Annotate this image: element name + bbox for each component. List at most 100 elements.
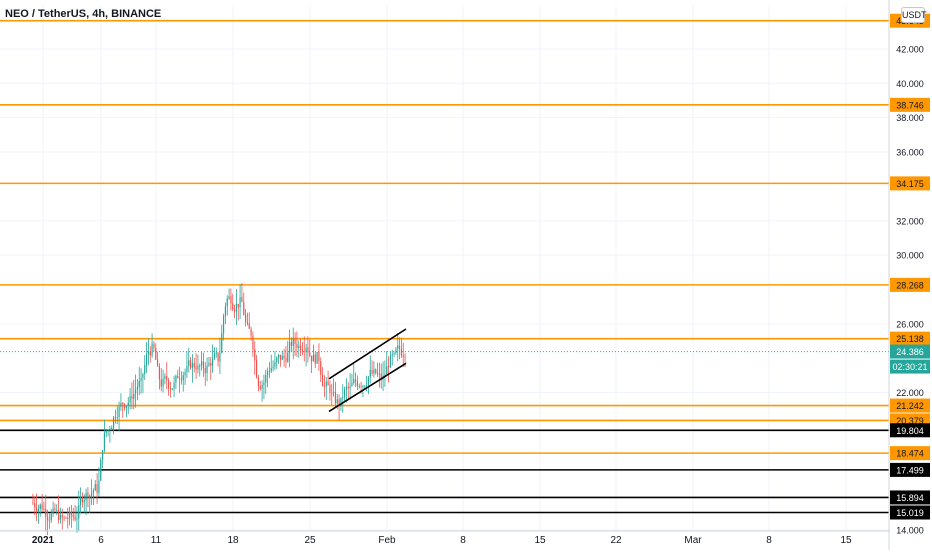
candle-29-1: [353, 363, 355, 385]
candle-20-3: [257, 374, 260, 392]
candle-16-0: [208, 356, 210, 367]
horizontal-levels: 43.64338.74634.17528.26825.13821.24220.3…: [0, 13, 930, 520]
candle-20-4: [259, 381, 261, 391]
candle-14-1: [188, 347, 190, 373]
candle-20-1: [254, 340, 256, 375]
candle-33-3: [400, 337, 403, 358]
level-label-bg-10: [890, 490, 930, 505]
level-label-6: 20.379: [896, 416, 924, 426]
candle-27-2: [332, 378, 335, 397]
candle-21-5: [272, 360, 274, 372]
candle-26-1: [320, 357, 322, 383]
candle-26-5: [327, 370, 329, 386]
level-label-7: 19.804: [896, 426, 924, 436]
candle-6-2: [101, 449, 104, 469]
candle-2-5: [63, 515, 65, 522]
candle-24-3: [301, 342, 304, 356]
candle-19-1: [243, 292, 245, 316]
candle-24-2: [299, 338, 302, 357]
candle-3-5: [74, 505, 76, 522]
candle-10-5: [151, 333, 153, 358]
currency-unit-button[interactable]: USDT: [901, 7, 927, 23]
x-tick-label-9: Mar: [684, 535, 702, 546]
candle-22-2: [277, 353, 280, 365]
candle-32-1: [386, 351, 388, 375]
x-tick-label-1: 6: [98, 535, 104, 546]
candle-12-5: [173, 375, 175, 397]
candle-6-1: [100, 457, 102, 482]
candle-31-3: [378, 362, 381, 388]
candle-29-2: [354, 372, 357, 387]
candle-23-0: [285, 346, 287, 369]
candle-16-2: [211, 344, 214, 373]
candle-31-0: [373, 361, 375, 378]
channel-line-0: [328, 328, 407, 380]
candle-11-0: [153, 340, 155, 352]
candle-25-0: [307, 336, 309, 363]
candle-19-2: [244, 308, 247, 327]
candle-14-5: [195, 353, 197, 379]
channel-line-1: [328, 362, 407, 413]
candle-31-4: [380, 363, 382, 389]
candle-1-0: [43, 501, 45, 513]
candle-6-4: [105, 430, 107, 438]
candle-23-3: [290, 337, 293, 352]
candle-24-5: [305, 343, 307, 367]
level-label-3: 28.268: [896, 280, 924, 290]
candle-15-4: [204, 362, 206, 386]
candle-17-1: [221, 324, 223, 354]
candle-7-5: [118, 401, 120, 432]
candle-28-4: [347, 382, 349, 401]
candle-26-0: [318, 343, 320, 371]
candle-23-2: [288, 329, 291, 368]
x-tick-label-5: Feb: [378, 535, 396, 546]
candle-5-4: [94, 480, 96, 491]
candle-7-0: [109, 425, 111, 443]
x-tick-label-10: 8: [766, 535, 772, 546]
candle-4-0: [76, 506, 78, 533]
candle-25-2: [310, 355, 313, 374]
candle-12-0: [164, 373, 166, 385]
candle-6-3: [103, 419, 106, 453]
candle-3-3: [70, 505, 73, 528]
candle-27-1: [331, 383, 333, 405]
candle-23-4: [292, 327, 294, 360]
candle-16-1: [210, 357, 212, 381]
candle-25-4: [314, 351, 316, 369]
candle-9-5: [140, 368, 142, 394]
candle-13-3: [180, 371, 183, 385]
countdown-label-bg: [890, 359, 930, 374]
level-label-5: 21.242: [896, 401, 924, 411]
candle-32-0: [384, 360, 386, 387]
candle-13-5: [184, 368, 186, 385]
candle-10-4: [149, 346, 151, 363]
level-label-8: 18.474: [896, 449, 924, 459]
trend-channel: [328, 328, 407, 413]
grid-lines: [0, 6, 889, 531]
candle-7-2: [112, 415, 115, 435]
candle-1-3: [48, 513, 51, 529]
candle-26-4: [325, 376, 327, 400]
candle-0-3: [37, 504, 40, 524]
candle-1-4: [50, 509, 52, 523]
candle-19-0: [241, 282, 243, 303]
candle-10-0: [142, 372, 144, 393]
candle-18-2: [233, 304, 236, 319]
countdown-label: 02:30:21: [892, 362, 927, 372]
candle-3-4: [72, 508, 74, 521]
candle-25-5: [316, 351, 318, 364]
candle-3-1: [67, 507, 69, 529]
candle-18-0: [230, 288, 232, 311]
candle-0-1: [34, 496, 36, 516]
candle-19-5: [250, 326, 252, 341]
candle-23-5: [294, 332, 296, 357]
candle-30-3: [367, 376, 370, 395]
candle-29-3: [356, 375, 359, 391]
candle-25-1: [309, 339, 311, 358]
candle-18-1: [232, 293, 234, 312]
candle-11-5: [162, 369, 164, 393]
candle-22-5: [283, 348, 285, 367]
level-label-bg-3: [890, 277, 930, 292]
